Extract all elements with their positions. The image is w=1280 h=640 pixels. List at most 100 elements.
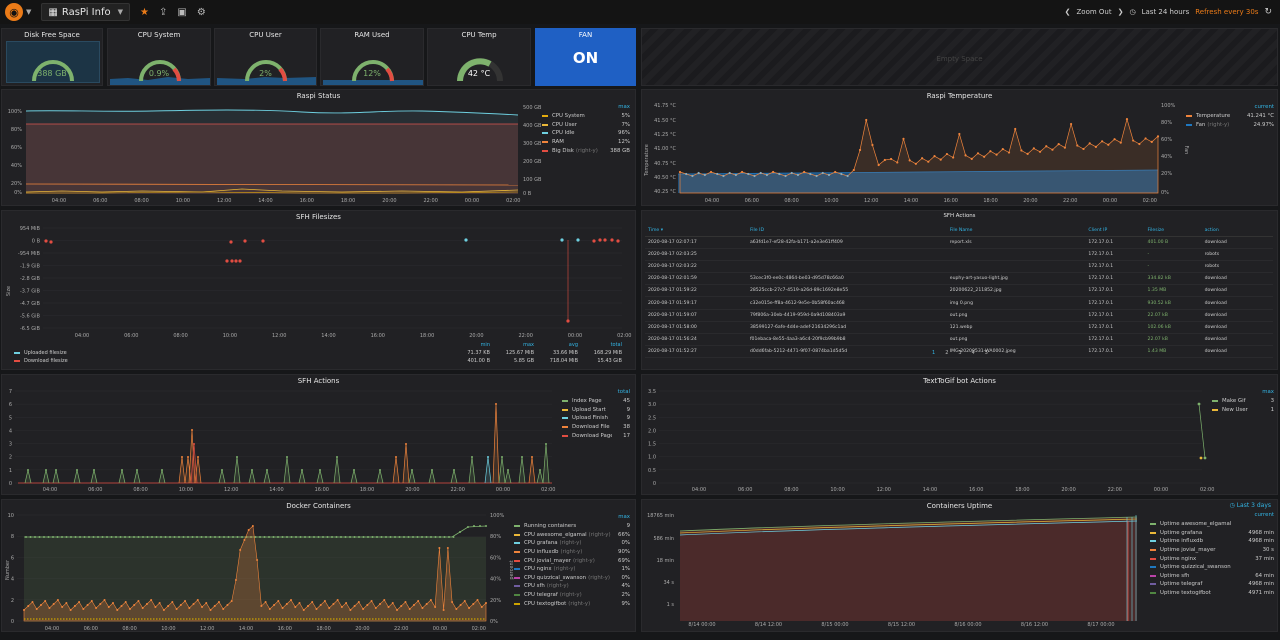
legend-item[interactable]: Download Page 17 xyxy=(562,431,630,440)
legend-item[interactable]: Temperature 41.241 °C xyxy=(1186,112,1274,121)
cpu-point xyxy=(44,600,47,602)
legend-item[interactable]: CPU textogifbot (right-y) 9% xyxy=(514,599,630,608)
cpu-point xyxy=(86,604,89,606)
column-header-file-id[interactable]: File ID xyxy=(746,226,947,237)
time-back-icon[interactable]: ❮ xyxy=(1064,8,1071,16)
panel-fan[interactable]: FAN ON xyxy=(535,28,636,86)
table-row[interactable]: 2020-08-17 01:58:00 38599127-6afe-4d4e-ad… xyxy=(645,321,1273,335)
panel-sfh-actions-table[interactable]: SFH Actions Time ▾ File ID File Name Cli… xyxy=(641,210,1278,370)
legend-item[interactable]: Uptime influxdb 4968 min xyxy=(1150,537,1274,546)
legend-item[interactable]: Download File 38 xyxy=(562,423,630,432)
legend-header[interactable]: total xyxy=(617,389,630,395)
legend-item[interactable]: CPU grafana (right-y) 0% xyxy=(514,539,630,548)
table-row[interactable]: 2020-08-17 01:59:07 79f806a-30eb-4419-959… xyxy=(645,309,1273,322)
panel-containers-uptime[interactable]: Containers Uptime ◷ Last 3 days 18765 mi… xyxy=(641,499,1278,632)
table-row[interactable]: 2020-08-17 02:07:17 a63fd1e7-ef28-42fa-b1… xyxy=(645,236,1273,249)
panel-disk-free-space[interactable]: Disk Free Space 388 GB xyxy=(1,28,103,86)
legend-item[interactable]: Uptime quizzical_swanson xyxy=(1150,563,1274,572)
legend-item[interactable]: CPU influxdb (right-y) 90% xyxy=(514,548,630,557)
legend-item[interactable]: Download filesize 401.00 B 5.85 GB 718.04 M… xyxy=(14,357,622,365)
legend-item[interactable]: Big Disk (right-y) 388 GB xyxy=(542,146,630,155)
panel-title: FAN xyxy=(578,31,593,39)
column-header-time[interactable]: Time ▾ xyxy=(645,226,747,237)
legend-item[interactable]: CPU jovial_mayer (right-y) 69% xyxy=(514,556,630,565)
legend-header[interactable]: max xyxy=(1262,389,1274,395)
legend-item[interactable]: Uptime telegraf 4968 min xyxy=(1150,580,1274,589)
legend-header[interactable]: max xyxy=(618,104,630,110)
legend-item[interactable]: Index Page 45 xyxy=(562,397,630,406)
panel-cpu-user[interactable]: CPU User 2% xyxy=(214,28,317,86)
legend-item[interactable]: Uptime nginx 37 min xyxy=(1150,554,1274,563)
legend-item[interactable]: CPU Idle 96% xyxy=(542,129,630,138)
share-icon[interactable]: ⇪ xyxy=(158,6,168,18)
column-header-client-ip[interactable]: Client IP xyxy=(1085,226,1145,237)
table-row[interactable]: 2020-08-17 01:59:22 28525ccb-27c7-4519-a2… xyxy=(645,284,1273,298)
menu-caret-icon[interactable]: ▼ xyxy=(26,8,32,16)
legend-item[interactable]: Uptime grafana 4968 min xyxy=(1150,529,1274,538)
save-icon[interactable]: ▣ xyxy=(177,6,187,18)
page-link[interactable]: 4 xyxy=(971,350,975,356)
legend-item[interactable]: Uptime jovial_mayer 30 s xyxy=(1150,546,1274,555)
legend-item[interactable]: CPU User 7% xyxy=(542,121,630,130)
time-forward-icon[interactable]: ❯ xyxy=(1117,8,1124,16)
running-point xyxy=(241,536,243,538)
star-icon[interactable]: ★ xyxy=(140,6,149,18)
legend-col-total[interactable]: total xyxy=(610,342,622,348)
gear-icon[interactable]: ⚙ xyxy=(196,6,206,18)
legend-item[interactable]: CPU awesome_elgamal (right-y) 66% xyxy=(514,531,630,540)
column-header-filesize[interactable]: Filesize xyxy=(1144,226,1202,237)
temperature-point xyxy=(976,152,980,155)
legend-header[interactable]: current xyxy=(1254,512,1274,518)
legend-item[interactable]: CPU quizzical_swanson (right-y) 0% xyxy=(514,574,630,583)
panel-cpu-system[interactable]: CPU System 0.9% xyxy=(107,28,211,86)
legend-item[interactable]: Uploaded filesize 71.37 KB 125.67 MiB 33.66… xyxy=(14,349,622,357)
legend-item[interactable]: CPU System 5% xyxy=(542,112,630,121)
page-link[interactable]: 5 xyxy=(984,350,988,356)
column-header-file-name[interactable]: File Name xyxy=(946,226,1086,237)
legend-item[interactable]: Uptime sfh 64 min xyxy=(1150,572,1274,581)
panel-texttogif-actions[interactable]: TextToGif bot Actions 3.5 3.0 2.5 2.0 1.5 1.0… xyxy=(641,374,1278,495)
table-row[interactable]: 2020-08-17 02:03:22 172.17.0.1- robots xyxy=(645,260,1273,274)
panel-cpu-temp[interactable]: CPU Temp 42 °C xyxy=(427,28,531,86)
legend-item[interactable]: CPU sfh (right-y) 4% xyxy=(514,582,630,591)
legend-item[interactable]: New User 1 xyxy=(1212,406,1274,415)
panel-sfh-filesizes[interactable]: SFH Filesizes Size 954 MiB 0 B -954 MiB -1.… xyxy=(1,210,636,370)
table-row[interactable]: 2020-08-17 01:59:17 c32e015e-ff8a-4612-9e… xyxy=(645,296,1273,310)
page-link[interactable]: 3 xyxy=(958,350,962,356)
legend-col-min[interactable]: min xyxy=(480,342,490,348)
panel-raspi-status[interactable]: Raspi Status 100% 80% 60% 40% 20% 0% 500… xyxy=(1,89,636,206)
legend-item[interactable]: Running containers 9 xyxy=(514,522,630,531)
grafana-logo-icon[interactable]: ◉ xyxy=(5,3,23,21)
legend-item[interactable]: Upload Start 9 xyxy=(562,406,630,415)
panel-sfh-actions[interactable]: SFH Actions 7 6 5 4 3 2 1 0 04:00 06:00 08:00 10:0… xyxy=(1,374,636,495)
table-row[interactable]: 2020-08-17 02:03:25 172.17.0.1- robots xyxy=(645,248,1273,261)
zoom-out-button[interactable]: Zoom Out xyxy=(1076,8,1112,16)
legend-item[interactable]: Uptime textogifbot 4971 min xyxy=(1150,589,1274,598)
legend-item[interactable]: Fan (right-y) 24.97% xyxy=(1186,121,1274,130)
page-link[interactable]: 1 xyxy=(932,350,936,356)
refresh-interval[interactable]: Refresh every 30s xyxy=(1195,8,1259,16)
panel-raspi-temperature[interactable]: Raspi Temperature Temperature Fan 41.75 … xyxy=(641,89,1278,206)
legend-item[interactable]: Upload Finish 9 xyxy=(562,414,630,423)
table-row[interactable]: 2020-08-17 02:01:59 53cec3f0-ee0c-4864-be… xyxy=(645,272,1273,286)
legend-item[interactable]: Make Gif 3 xyxy=(1212,397,1274,406)
clock-icon: ◷ xyxy=(1229,502,1235,509)
table-cell: 2020-08-17 01:59:17 xyxy=(645,296,747,310)
legend-col-avg[interactable]: avg xyxy=(568,342,578,348)
legend-col-max[interactable]: max xyxy=(523,342,534,348)
table-row[interactable]: 2020-08-17 01:56:24 f01ebaca-8e55-4aa3-a6… xyxy=(645,333,1273,347)
legend-item[interactable]: CPU nginx (right-y) 1% xyxy=(514,565,630,574)
legend-item[interactable]: RAM 12% xyxy=(542,138,630,147)
table-row[interactable]: 2020-08-17 01:52:27 d0dd6fab-5212-4471-9f… xyxy=(645,345,1273,359)
page-link[interactable]: 2 xyxy=(945,350,949,356)
column-header-action[interactable]: action xyxy=(1201,226,1273,237)
legend-header[interactable]: current xyxy=(1254,104,1274,110)
panel-ram-used[interactable]: RAM Used 12% xyxy=(320,28,424,86)
time-range-picker[interactable]: Last 24 hours xyxy=(1141,8,1190,16)
refresh-icon[interactable]: ↻ xyxy=(1264,7,1272,17)
legend-header[interactable]: max xyxy=(618,514,630,520)
legend-item[interactable]: Uptime awesome_elgamal xyxy=(1150,520,1274,529)
panel-docker-containers[interactable]: Docker Containers Number percent 10 8 6 4 2 0… xyxy=(1,499,636,632)
dashboard-picker-button[interactable]: ▦ RasPi Info ▼ xyxy=(41,3,130,21)
legend-item[interactable]: CPU telegraf (right-y) 2% xyxy=(514,591,630,600)
